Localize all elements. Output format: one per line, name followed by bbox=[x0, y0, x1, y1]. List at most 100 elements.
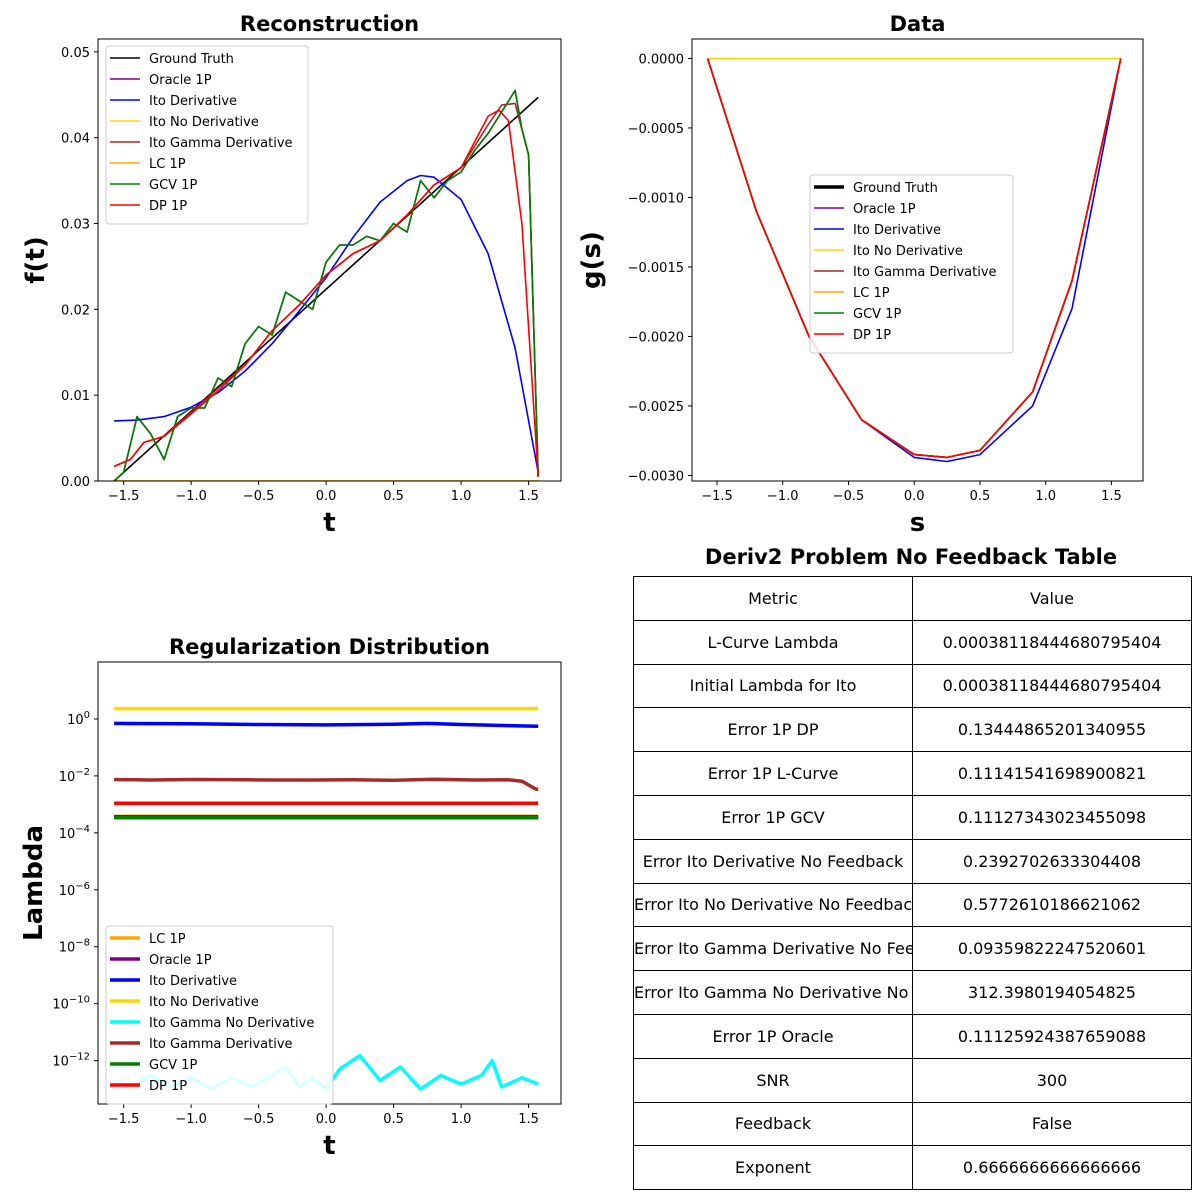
y-tick-label: 10−2 bbox=[59, 767, 90, 785]
legend-box bbox=[105, 45, 309, 225]
y-tick-label: 0.01 bbox=[61, 389, 90, 404]
x-tick-label: 1.5 bbox=[1101, 489, 1122, 504]
table-row: Error 1P DP 0.13444865201340955 bbox=[633, 707, 1192, 753]
value-cell: 0.11127343023455098 bbox=[912, 794, 1192, 840]
series-group bbox=[113, 89, 539, 481]
legend-label: Ito Derivative bbox=[853, 223, 941, 238]
x-tick-label: −1.0 bbox=[175, 489, 207, 504]
legend-label: Ito Derivative bbox=[149, 974, 237, 989]
x-tick-label: −0.5 bbox=[833, 489, 865, 504]
x-tick-label: 0.5 bbox=[970, 489, 991, 504]
metric-cell: Error 1P L-Curve bbox=[633, 751, 913, 796]
legend-label: Ito No Derivative bbox=[853, 244, 963, 259]
value-cell: 0.00038118444680795404 bbox=[912, 619, 1192, 665]
y-tick-label: 0.0000 bbox=[639, 52, 685, 67]
series-group bbox=[706, 57, 1122, 463]
y-tick-label: 10−6 bbox=[59, 881, 90, 899]
metrics-table: Metric Value L-Curve Lambda 0.0003811844468… bbox=[633, 576, 1192, 1191]
y-tick-label: 0.02 bbox=[61, 303, 90, 318]
legend-label: Ito Gamma Derivative bbox=[149, 136, 293, 151]
table-row: Error Ito No Derivative No Feedback 0.577… bbox=[633, 882, 1192, 928]
series-line-ito-derivative bbox=[114, 721, 539, 729]
metric-cell: Exponent bbox=[633, 1145, 913, 1191]
y-tick-label: 10−8 bbox=[59, 938, 90, 956]
value-cell: 312.3980194054825 bbox=[912, 970, 1192, 1015]
value-cell: 0.13444865201340955 bbox=[912, 707, 1192, 753]
value-cell: 300 bbox=[912, 1057, 1192, 1103]
x-tick-label: 0.0 bbox=[904, 489, 925, 504]
y-axis-label: Lambda bbox=[19, 825, 49, 941]
y-axis-label: f(t) bbox=[21, 236, 51, 284]
chart-title: Data bbox=[890, 12, 946, 36]
table-row: L-Curve Lambda 0.00038118444680795404 bbox=[633, 619, 1192, 665]
value-cell: False bbox=[912, 1101, 1192, 1147]
metric-cell: Error Ito Gamma No Derivative No Feedbac… bbox=[633, 970, 990, 1015]
legend: Ground Truth Oracle 1P Ito Derivative Ito N… bbox=[809, 174, 1014, 354]
x-tick-label: 0.5 bbox=[383, 489, 404, 504]
legend-label: Ground Truth bbox=[853, 181, 938, 196]
x-tick-label: 1.5 bbox=[518, 1112, 539, 1127]
legend-label: LC 1P bbox=[853, 286, 890, 301]
y-tick-label: −0.0005 bbox=[628, 122, 684, 137]
metric-cell: Error 1P Oracle bbox=[633, 1013, 913, 1059]
y-tick-label: −0.0020 bbox=[628, 330, 684, 345]
table-row: Error Ito Gamma No Derivative No Feedbac… bbox=[633, 970, 1192, 1015]
x-tick-label: −1.5 bbox=[701, 489, 733, 504]
series-line-ito-derivative bbox=[114, 174, 539, 473]
x-axis-label: t bbox=[323, 508, 335, 538]
legend-label: Oracle 1P bbox=[149, 953, 212, 968]
y-axis-label: g(s) bbox=[577, 231, 607, 289]
legend: LC 1P Oracle 1P Ito Derivative Ito No Deriv… bbox=[105, 925, 334, 1105]
value-cell: 0.11141541698900821 bbox=[912, 751, 1192, 796]
legend-box bbox=[809, 174, 1014, 354]
value-cell: 0.2392702633304408 bbox=[912, 838, 1192, 884]
chart-title: Reconstruction bbox=[240, 12, 419, 36]
y-tick-label: 10−4 bbox=[59, 824, 90, 842]
plot-frame bbox=[691, 38, 1144, 482]
legend-label: DP 1P bbox=[853, 328, 891, 343]
metric-cell: Metric bbox=[633, 576, 913, 621]
chart-panel-3: Regularization Distribution −1.5 −1.0 −0.5 0… bbox=[19, 635, 562, 1161]
table-title: Deriv2 Problem No Feedback Table bbox=[704, 545, 1118, 569]
legend-label: GCV 1P bbox=[853, 307, 901, 322]
value-cell: 0.11125924387659088 bbox=[912, 1013, 1192, 1059]
y-tick-label: 0.00 bbox=[61, 475, 90, 490]
chart-title: Regularization Distribution bbox=[169, 635, 490, 659]
legend-label: Ito Gamma Derivative bbox=[853, 265, 997, 280]
metric-cell: Error Ito No Derivative No Feedback bbox=[633, 882, 921, 928]
metric-cell: L-Curve Lambda bbox=[633, 619, 913, 665]
y-tick-label: −0.0025 bbox=[628, 400, 684, 415]
x-axis-label: t bbox=[323, 1131, 335, 1161]
series-line-gcv-1p bbox=[113, 89, 539, 481]
y-tick-label: −0.0010 bbox=[628, 191, 684, 206]
x-tick-label: 1.0 bbox=[1035, 489, 1056, 504]
legend-label: Ito No Derivative bbox=[149, 115, 259, 130]
legend-label: GCV 1P bbox=[149, 178, 197, 193]
x-tick-label: 1.5 bbox=[518, 489, 539, 504]
plot-frame bbox=[97, 38, 562, 482]
table-header-row: Metric Value bbox=[633, 576, 1192, 621]
series-line-ito-gamma-derivative bbox=[114, 777, 539, 792]
y-tick-label: −0.0015 bbox=[628, 261, 684, 276]
x-tick-label: 1.0 bbox=[451, 489, 472, 504]
legend-label: Ito Gamma No Derivative bbox=[149, 1016, 314, 1031]
y-tick-label: −0.0030 bbox=[628, 469, 684, 484]
table-row: Error Ito Derivative No Feedback 0.239270… bbox=[633, 838, 1192, 884]
legend-label: Oracle 1P bbox=[853, 202, 916, 217]
series-line-dp-1p bbox=[706, 58, 1122, 459]
legend-label: LC 1P bbox=[149, 157, 186, 172]
y-tick-label: 0.04 bbox=[61, 132, 90, 147]
y-tick-label: 10−10 bbox=[52, 995, 90, 1013]
x-tick-label: −0.5 bbox=[243, 489, 275, 504]
y-tick-label: 0.03 bbox=[61, 218, 90, 233]
x-axis-label: s bbox=[910, 508, 925, 538]
table-row: Feedback False bbox=[633, 1101, 1192, 1147]
x-tick-label: −1.5 bbox=[108, 1112, 140, 1127]
y-tick-label: 0.05 bbox=[61, 46, 90, 61]
value-cell: Value bbox=[912, 576, 1192, 621]
metric-cell: Error Ito Gamma Derivative No Feedback bbox=[633, 926, 963, 972]
table-row: Error 1P GCV 0.11127343023455098 bbox=[633, 794, 1192, 840]
legend-label: Oracle 1P bbox=[149, 73, 212, 88]
legend-label: Ito Derivative bbox=[149, 94, 237, 109]
